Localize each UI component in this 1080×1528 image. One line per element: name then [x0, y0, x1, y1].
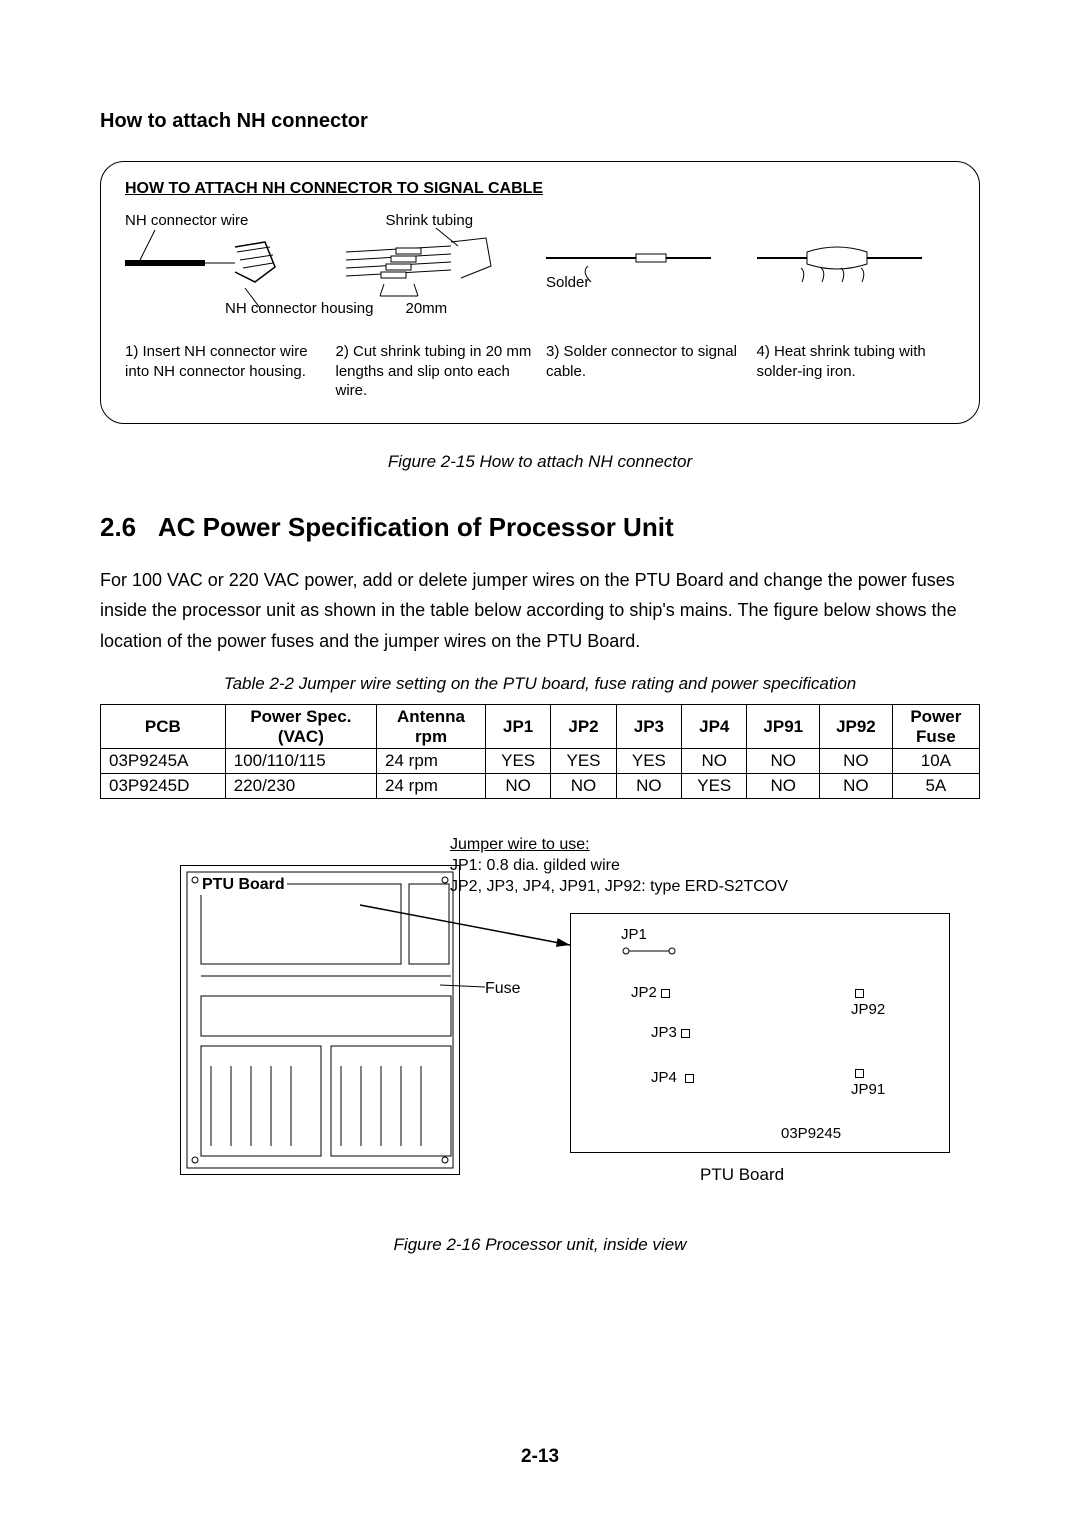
th-pcb: PCB: [101, 705, 226, 749]
th-fuse: PowerFuse: [892, 705, 979, 749]
step1-figure: NH connector wire NH connector housing: [125, 212, 324, 322]
pad-icon: [685, 1074, 694, 1083]
th-jp92: JP92: [820, 705, 893, 749]
step4-text: 4) Heat shrink tubing with solder-ing ir…: [757, 342, 956, 401]
cell: 100/110/115: [225, 749, 376, 774]
body-paragraph: For 100 VAC or 220 VAC power, add or del…: [100, 565, 980, 657]
instruction-box: HOW TO ATTACH NH CONNECTOR TO SIGNAL CAB…: [100, 161, 980, 424]
jp1-text: JP1: [621, 926, 647, 943]
cell: 5A: [892, 774, 979, 799]
step2-text: 2) Cut shrink tubing in 20 mm lengths an…: [336, 342, 535, 401]
figure-2-16: Jumper wire to use: JP1: 0.8 dia. gilded…: [100, 835, 980, 1225]
step2-figure: Shrink tubing 20mm: [336, 212, 535, 322]
spec-table: PCB Power Spec.(VAC) Antennarpm JP1 JP2 …: [100, 704, 980, 799]
h2-title: AC Power Specification of Processor Unit: [158, 512, 674, 542]
h2-number: 2.6: [100, 512, 136, 542]
page-number: 2-13: [0, 1446, 1080, 1468]
solder-icon: [546, 212, 716, 322]
cell: 03P9245A: [101, 749, 226, 774]
label-solder: Solder: [546, 274, 589, 291]
jp3-text: JP3: [651, 1024, 677, 1041]
steps-row: 1) Insert NH connector wire into NH conn…: [125, 342, 955, 401]
heatshrink-icon: [757, 212, 927, 322]
jp1-icon: [621, 946, 681, 956]
jp92-text: JP92: [851, 1001, 885, 1018]
jp2-text: JP2: [631, 984, 657, 1001]
label-nh-wire: NH connector wire: [125, 212, 248, 229]
th-jp1: JP1: [485, 705, 550, 749]
section-heading: How to attach NH connector: [100, 110, 980, 133]
cell: 24 rpm: [377, 749, 486, 774]
table-row: 03P9245A 100/110/115 24 rpm YES YES YES …: [101, 749, 980, 774]
th-jp91: JP91: [747, 705, 820, 749]
diagram-row: NH connector wire NH connector housing S…: [125, 212, 955, 322]
jp4-text: JP4: [651, 1069, 677, 1086]
jp91-text: JP91: [851, 1081, 885, 1098]
fuse-label: Fuse: [485, 980, 521, 998]
pad-icon: [855, 1069, 864, 1078]
jp2-label: JP2: [631, 984, 670, 1001]
cell: NO: [682, 749, 747, 774]
cell: YES: [485, 749, 550, 774]
ptu-board-label: PTU Board: [700, 1165, 784, 1185]
cell: NO: [616, 774, 681, 799]
pad-icon: [681, 1029, 690, 1038]
table-header-row: PCB Power Spec.(VAC) Antennarpm JP1 JP2 …: [101, 705, 980, 749]
cell: 24 rpm: [377, 774, 486, 799]
pad-icon: [661, 989, 670, 998]
step3-text: 3) Solder connector to signal cable.: [546, 342, 745, 401]
cell: 10A: [892, 749, 979, 774]
ptu-schematic: JP1 JP2 JP3 JP4 JP92 JP91 03P9245: [570, 913, 950, 1153]
step1-text: 1) Insert NH connector wire into NH conn…: [125, 342, 324, 401]
step4-figure: [757, 212, 956, 322]
jp92-label: JP92: [851, 984, 885, 1018]
step3-figure: Solder: [546, 212, 745, 322]
th-power-spec: Power Spec.(VAC): [225, 705, 376, 749]
cell: YES: [682, 774, 747, 799]
board-number: 03P9245: [781, 1125, 841, 1142]
cell: NO: [551, 774, 616, 799]
table-row: 03P9245D 220/230 24 rpm NO NO NO YES NO …: [101, 774, 980, 799]
th-jp3: JP3: [616, 705, 681, 749]
cell: NO: [747, 749, 820, 774]
cell: NO: [747, 774, 820, 799]
jp3-label: JP3: [651, 1024, 690, 1041]
cell: YES: [616, 749, 681, 774]
cell: NO: [485, 774, 550, 799]
figure-2-16-caption: Figure 2-16 Processor unit, inside view: [100, 1235, 980, 1255]
figure-2-15-caption: Figure 2-15 How to attach NH connector: [100, 452, 980, 472]
jp1-label: JP1: [621, 926, 681, 960]
section-2-6-heading: 2.6 AC Power Specification of Processor …: [100, 512, 980, 543]
cell: YES: [551, 749, 616, 774]
jp91-label: JP91: [851, 1064, 885, 1098]
th-antenna: Antennarpm: [377, 705, 486, 749]
table-2-2-caption: Table 2-2 Jumper wire setting on the PTU…: [100, 674, 980, 694]
th-jp2: JP2: [551, 705, 616, 749]
cell: NO: [820, 774, 893, 799]
th-jp4: JP4: [682, 705, 747, 749]
cell: NO: [820, 749, 893, 774]
cell: 220/230: [225, 774, 376, 799]
box-title: HOW TO ATTACH NH CONNECTOR TO SIGNAL CAB…: [125, 180, 955, 198]
label-20mm: 20mm: [406, 300, 448, 317]
pad-icon: [855, 989, 864, 998]
cell: 03P9245D: [101, 774, 226, 799]
jp4-label: JP4: [651, 1069, 694, 1086]
label-shrink-tubing: Shrink tubing: [386, 212, 474, 229]
